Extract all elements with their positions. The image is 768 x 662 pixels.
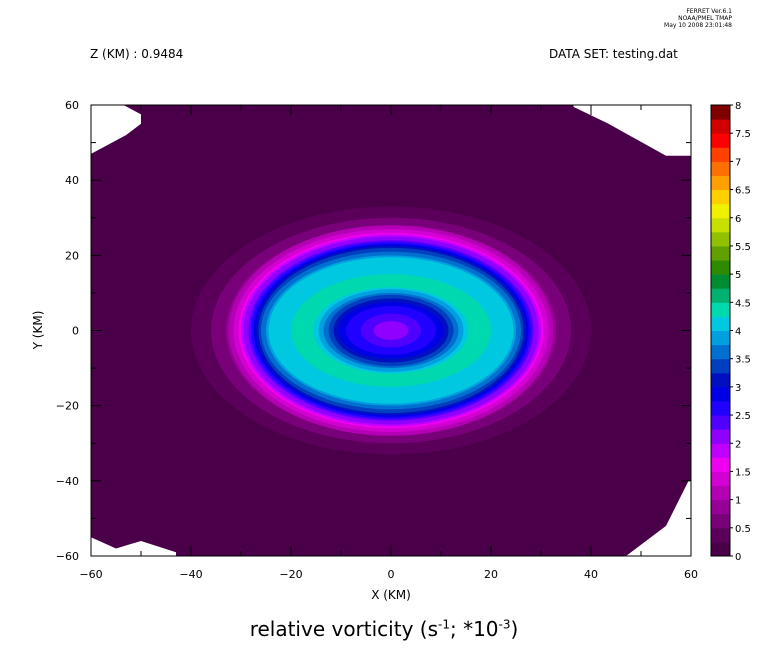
colorbar-swatch: [711, 161, 730, 176]
colorbar-swatch: [711, 105, 730, 120]
colorbar-label: 1.5: [735, 467, 751, 478]
y-tick-label: 20: [65, 249, 79, 262]
colorbar-swatch: [711, 274, 730, 289]
missing-region-bottom-right: [626, 480, 691, 556]
colorbar-swatch: [711, 189, 730, 205]
y-tick-label: −60: [56, 550, 79, 563]
colorbar-swatch: [711, 541, 730, 557]
colorbar-swatch: [711, 302, 730, 317]
colorbar-swatch: [711, 203, 730, 219]
colorbar-swatch: [711, 372, 730, 388]
title-end: ): [510, 617, 519, 641]
colorbar-label: 0.5: [735, 524, 751, 535]
y-tick-label: 0: [72, 325, 79, 338]
ferret-version-stamp: FERRET Ver.6.1 NOAA/PMEL TMAP May 10 200…: [600, 8, 732, 29]
colorbar-swatch: [711, 344, 730, 360]
colorbar-swatch: [711, 147, 730, 162]
colorbar: 8 7.5 7 6.5 6 5.5 5 4.5 4 3.5 3 2.5 2 1.5 1 0.5 0: [710, 101, 751, 563]
colorbar-swatch: [711, 415, 730, 430]
y-tick-label: −20: [56, 400, 79, 413]
y-tick-label: 40: [65, 174, 79, 187]
colorbar-swatch: [711, 499, 730, 515]
x-tick-label: 0: [388, 568, 395, 581]
colorbar-swatch: [711, 386, 730, 402]
colorbar-swatch: [711, 471, 730, 487]
missing-data-regions: [91, 105, 691, 556]
colorbar-swatch: [711, 133, 730, 148]
colorbar-swatch: [711, 217, 730, 233]
title-mid: ; *10: [449, 617, 499, 641]
colorbar-swatch: [711, 400, 730, 416]
y-axis-label: Y (KM): [31, 311, 45, 351]
colorbar-swatch: [711, 527, 730, 543]
colorbar-swatch: [711, 429, 730, 444]
title-exponent-2: -3: [498, 617, 511, 632]
x-tick-label: 20: [484, 568, 498, 581]
stamp-line-2: NOAA/PMEL TMAP: [678, 15, 732, 22]
x-tick-label: −20: [279, 568, 302, 581]
colorbar-label: 5.5: [735, 242, 751, 253]
colorbar-label: 4.5: [735, 298, 751, 309]
colorbar-swatch: [711, 316, 730, 331]
colorbar-label: 7: [735, 157, 741, 168]
colorbar-label: 2.5: [735, 411, 751, 422]
stamp-line-1: FERRET Ver.6.1: [686, 8, 732, 15]
x-axis-label: X (KM): [371, 588, 411, 602]
colorbar-swatch: [711, 330, 730, 346]
title-text: relative vorticity (s: [249, 617, 438, 641]
inner-contour-band-9: [373, 321, 409, 340]
colorbar-label: 6.5: [735, 186, 751, 197]
colorbar-swatch: [711, 443, 730, 458]
colorbar-swatch: [711, 245, 730, 261]
colorbar-label: 7.5: [735, 129, 751, 140]
colorbar-label: 1: [735, 496, 741, 507]
x-tick-label: 40: [584, 568, 598, 581]
colorbar-swatch: [711, 175, 730, 191]
colorbar-swatch: [711, 288, 730, 303]
colorbar-swatch: [711, 513, 730, 529]
x-tick-label: −40: [179, 568, 202, 581]
colorbar-label: 8: [735, 101, 741, 112]
missing-region-top-right: [573, 105, 691, 156]
colorbar-swatch: [711, 231, 730, 247]
chart-title: relative vorticity (s-1; *10-3): [0, 617, 768, 641]
x-tick-label: −60: [79, 568, 102, 581]
colorbar-swatch: [711, 260, 730, 275]
stamp-line-3: May 10 2008 23:01:48: [664, 22, 732, 29]
colorbar-label: 3.5: [735, 355, 751, 366]
missing-region-top-left: [91, 105, 141, 154]
colorbar-label: 2: [735, 439, 741, 450]
contour-field: [91, 105, 691, 556]
colorbar-label: 0: [735, 552, 741, 563]
missing-region-bottom-left: [91, 537, 176, 556]
colorbar-swatch: [711, 485, 730, 501]
colorbar-label: 3: [735, 383, 741, 394]
dataset-label: DATA SET: testing.dat: [549, 47, 678, 61]
colorbar-label: 5: [735, 270, 741, 281]
z-level-label: Z (KM) : 0.9484: [90, 47, 184, 61]
y-tick-label: −40: [56, 475, 79, 488]
colorbar-label: 4: [735, 327, 741, 338]
y-tick-label: 60: [65, 99, 79, 112]
x-tick-label: 60: [684, 568, 698, 581]
title-exponent-1: -1: [438, 617, 450, 632]
colorbar-swatch: [711, 457, 730, 472]
colorbar-swatch: [711, 119, 730, 134]
plot-axes: −60 −40 −20 0 20 40 60 60 40 20 0 −20 −40 −60: [56, 99, 698, 581]
colorbar-swatch: [711, 358, 730, 374]
colorbar-label: 6: [735, 214, 741, 225]
